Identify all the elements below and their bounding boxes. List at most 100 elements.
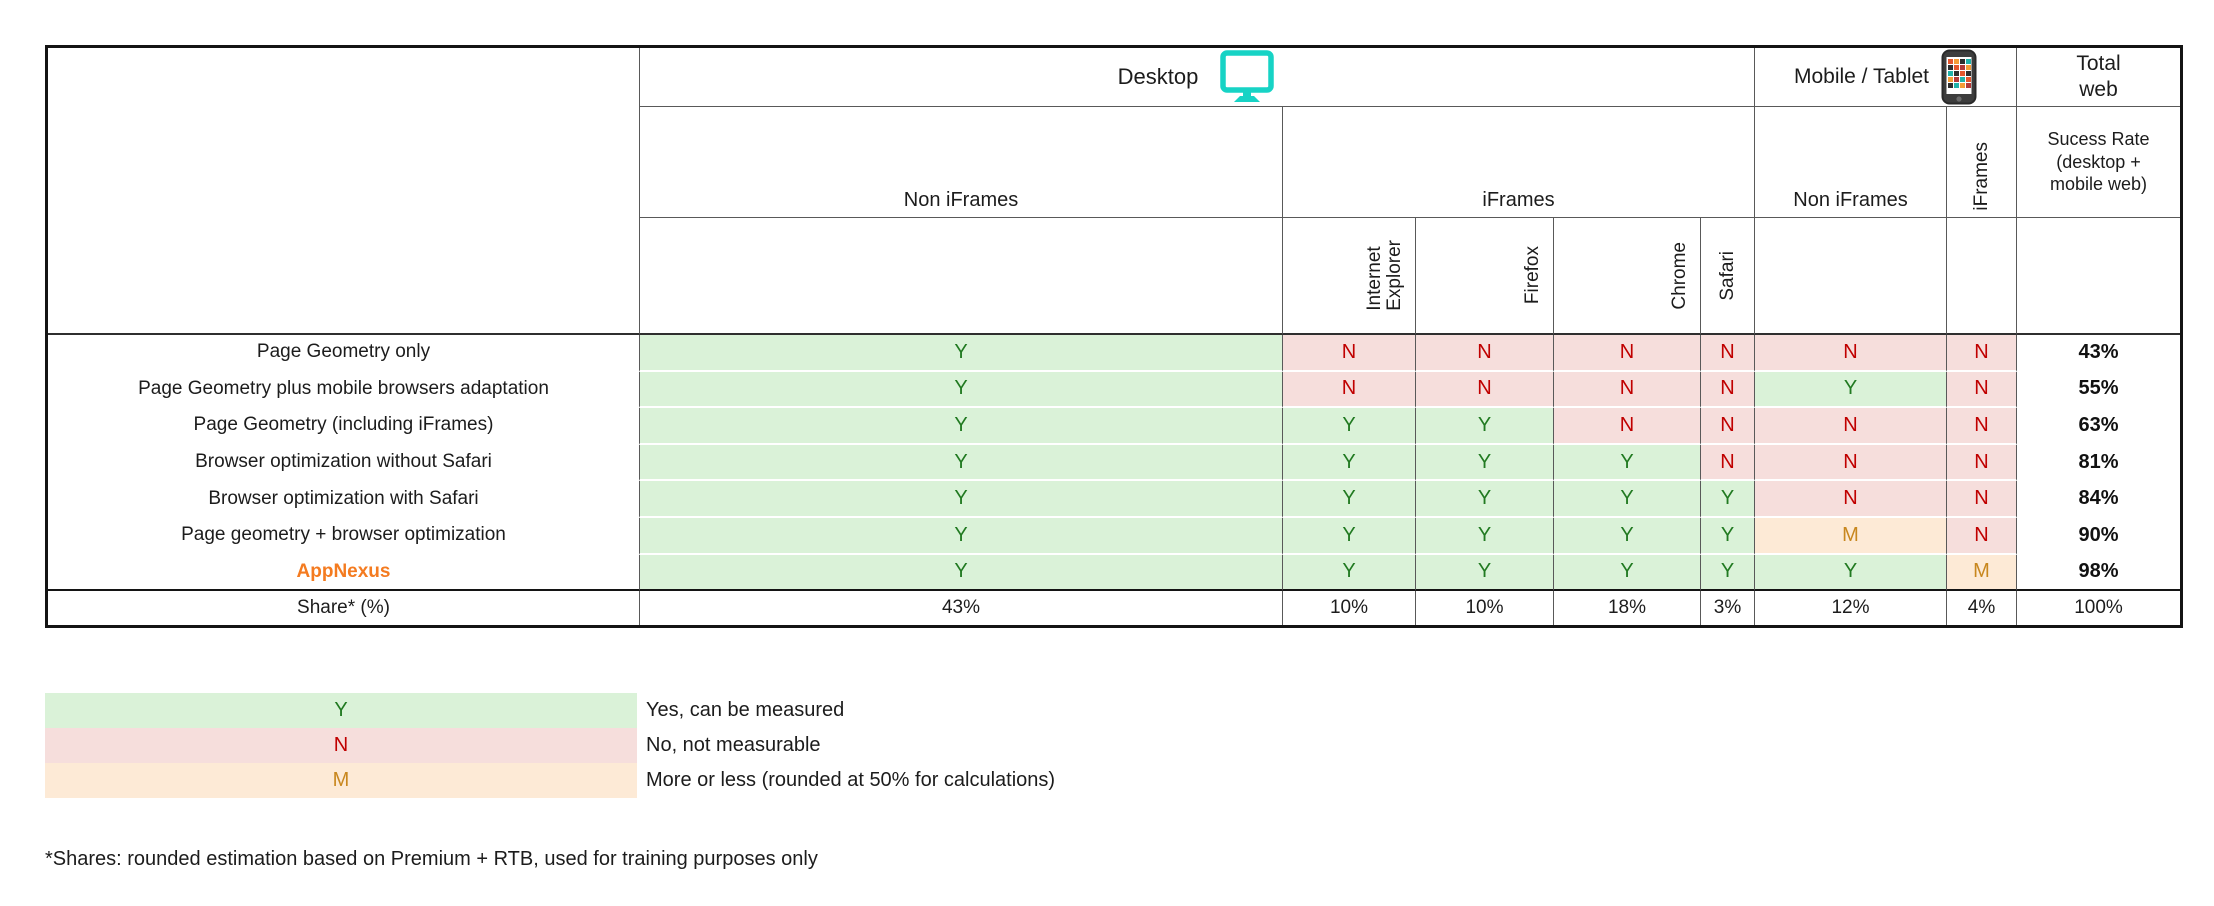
legend: Y Yes, can be measured N No, not measura… (45, 693, 1055, 798)
cell-total: 84% (2017, 481, 2180, 518)
share-desktop-non-iframes: 43% (640, 591, 1283, 626)
header-chrome: Chrome (1554, 218, 1701, 335)
cell-chrome: Y (1554, 444, 1701, 482)
legend-swatch-more-or-less: M (45, 763, 637, 798)
cell-firefox: N (1416, 335, 1554, 372)
cell-safari: Y (1701, 481, 1755, 518)
corner-empty-cell (48, 48, 640, 107)
cell-desktop-non-iframes: Y (640, 517, 1283, 555)
footnote: *Shares: rounded estimation based on Pre… (45, 848, 818, 870)
cell-total: 43% (2017, 335, 2180, 372)
cell-mobile-non-iframes: N (1755, 444, 1947, 482)
table-row-appnexus: AppNexus Y Y Y Y Y Y M 98% (48, 554, 2180, 592)
cell-internet-explorer: Y (1283, 444, 1416, 482)
corner-empty-cell (48, 107, 640, 218)
cell-safari: N (1701, 444, 1755, 482)
cell-chrome: Y (1554, 481, 1701, 518)
table-row: Page geometry + browser optimization Y Y… (48, 517, 2180, 555)
cell-mobile-non-iframes: N (1755, 481, 1947, 518)
share-row-label: Share* (%) (48, 591, 640, 626)
cell-safari: N (1701, 371, 1755, 409)
cell-chrome: N (1554, 335, 1701, 372)
legend-item-more-or-less: M More or less (rounded at 50% for calcu… (45, 763, 1055, 798)
empty-cell (640, 218, 1283, 335)
cell-mobile-iframes: N (1947, 335, 2017, 372)
cell-internet-explorer: N (1283, 335, 1416, 372)
cell-safari: N (1701, 335, 1755, 372)
legend-item-yes: Y Yes, can be measured (45, 693, 1055, 728)
row-label: Browser optimization without Safari (48, 444, 640, 482)
internet-explorer-rotated-label: Internet Explorer (1364, 240, 1406, 311)
smartphone-icon (1941, 49, 1977, 105)
measurement-table: Desktop Mobile / Tablet (45, 45, 2183, 629)
legend-description-no: No, not measurable (646, 734, 821, 756)
desktop-label: Desktop (1117, 64, 1199, 89)
cell-desktop-non-iframes: Y (640, 481, 1283, 518)
cell-mobile-non-iframes: M (1755, 517, 1947, 555)
cell-internet-explorer: Y (1283, 481, 1416, 518)
column-header-total-web: Total web (2017, 48, 2180, 107)
cell-total: 98% (2017, 554, 2180, 592)
cell-mobile-non-iframes: Y (1755, 371, 1947, 409)
chrome-rotated-label: Chrome (1669, 241, 1691, 310)
header-row-platforms: Desktop Mobile / Tablet (48, 48, 2180, 107)
cell-total: 63% (2017, 408, 2180, 445)
cell-internet-explorer: Y (1283, 408, 1416, 445)
header-success-rate: Sucess Rate (desktop + mobile web) (2017, 107, 2180, 218)
cell-firefox: Y (1416, 444, 1554, 482)
row-label: Page Geometry (including iFrames) (48, 408, 640, 445)
header-row-browsers: Internet Explorer Firefox Chrome Safari (48, 218, 2180, 335)
header-desktop-non-iframes: Non iFrames (640, 107, 1283, 218)
header-mobile-non-iframes: Non iFrames (1755, 107, 1947, 218)
column-header-desktop: Desktop (640, 48, 1755, 107)
cell-desktop-non-iframes: Y (640, 408, 1283, 445)
share-row: Share* (%) 43% 10% 10% 18% 3% 12% 4% 100… (48, 591, 2180, 626)
cell-chrome: Y (1554, 554, 1701, 592)
cell-internet-explorer: Y (1283, 554, 1416, 592)
empty-cell (2017, 218, 2180, 335)
cell-firefox: Y (1416, 481, 1554, 518)
cell-desktop-non-iframes: Y (640, 335, 1283, 372)
table-row: Page Geometry plus mobile browsers adapt… (48, 371, 2180, 409)
cell-chrome: N (1554, 371, 1701, 409)
legend-description-yes: Yes, can be measured (646, 699, 845, 721)
cell-desktop-non-iframes: Y (640, 371, 1283, 409)
cell-mobile-iframes: N (1947, 517, 2017, 555)
cell-mobile-iframes: N (1947, 444, 2017, 482)
cell-firefox: Y (1416, 554, 1554, 592)
cell-total: 81% (2017, 444, 2180, 482)
share-total: 100% (2017, 591, 2180, 626)
column-header-mobile-tablet: Mobile / Tablet (1755, 48, 2017, 107)
cell-mobile-non-iframes: N (1755, 335, 1947, 372)
header-firefox: Firefox (1416, 218, 1554, 335)
row-label-appnexus: AppNexus (48, 554, 640, 592)
cell-firefox: N (1416, 371, 1554, 409)
table-row: Page Geometry (including iFrames) Y Y Y … (48, 408, 2180, 445)
cell-mobile-non-iframes: N (1755, 408, 1947, 445)
table-row: Browser optimization without Safari Y Y … (48, 444, 2180, 482)
firefox-rotated-label: Firefox (1522, 246, 1544, 305)
header-internet-explorer: Internet Explorer (1283, 218, 1416, 335)
table-row: Page Geometry only Y N N N N N N 43% (48, 335, 2180, 372)
header-mobile-iframes: iFrames (1947, 107, 2017, 218)
share-safari: 3% (1701, 591, 1755, 626)
share-internet-explorer: 10% (1283, 591, 1416, 626)
cell-desktop-non-iframes: Y (640, 444, 1283, 482)
cell-total: 55% (2017, 371, 2180, 409)
cell-mobile-iframes: N (1947, 481, 2017, 518)
cell-chrome: N (1554, 408, 1701, 445)
cell-firefox: Y (1416, 408, 1554, 445)
cell-chrome: Y (1554, 517, 1701, 555)
cell-safari: Y (1701, 517, 1755, 555)
legend-description-more-or-less: More or less (rounded at 50% for calcula… (646, 769, 1056, 791)
cell-mobile-non-iframes: Y (1755, 554, 1947, 592)
row-label: Page Geometry only (48, 335, 640, 372)
empty-cell (48, 218, 640, 335)
cell-mobile-iframes: M (1947, 554, 2017, 592)
table-row: Browser optimization with Safari Y Y Y Y… (48, 481, 2180, 518)
monitor-icon (1218, 50, 1276, 104)
share-firefox: 10% (1416, 591, 1554, 626)
legend-swatch-yes: Y (45, 693, 637, 728)
legend-item-no: N No, not measurable (45, 728, 1055, 763)
